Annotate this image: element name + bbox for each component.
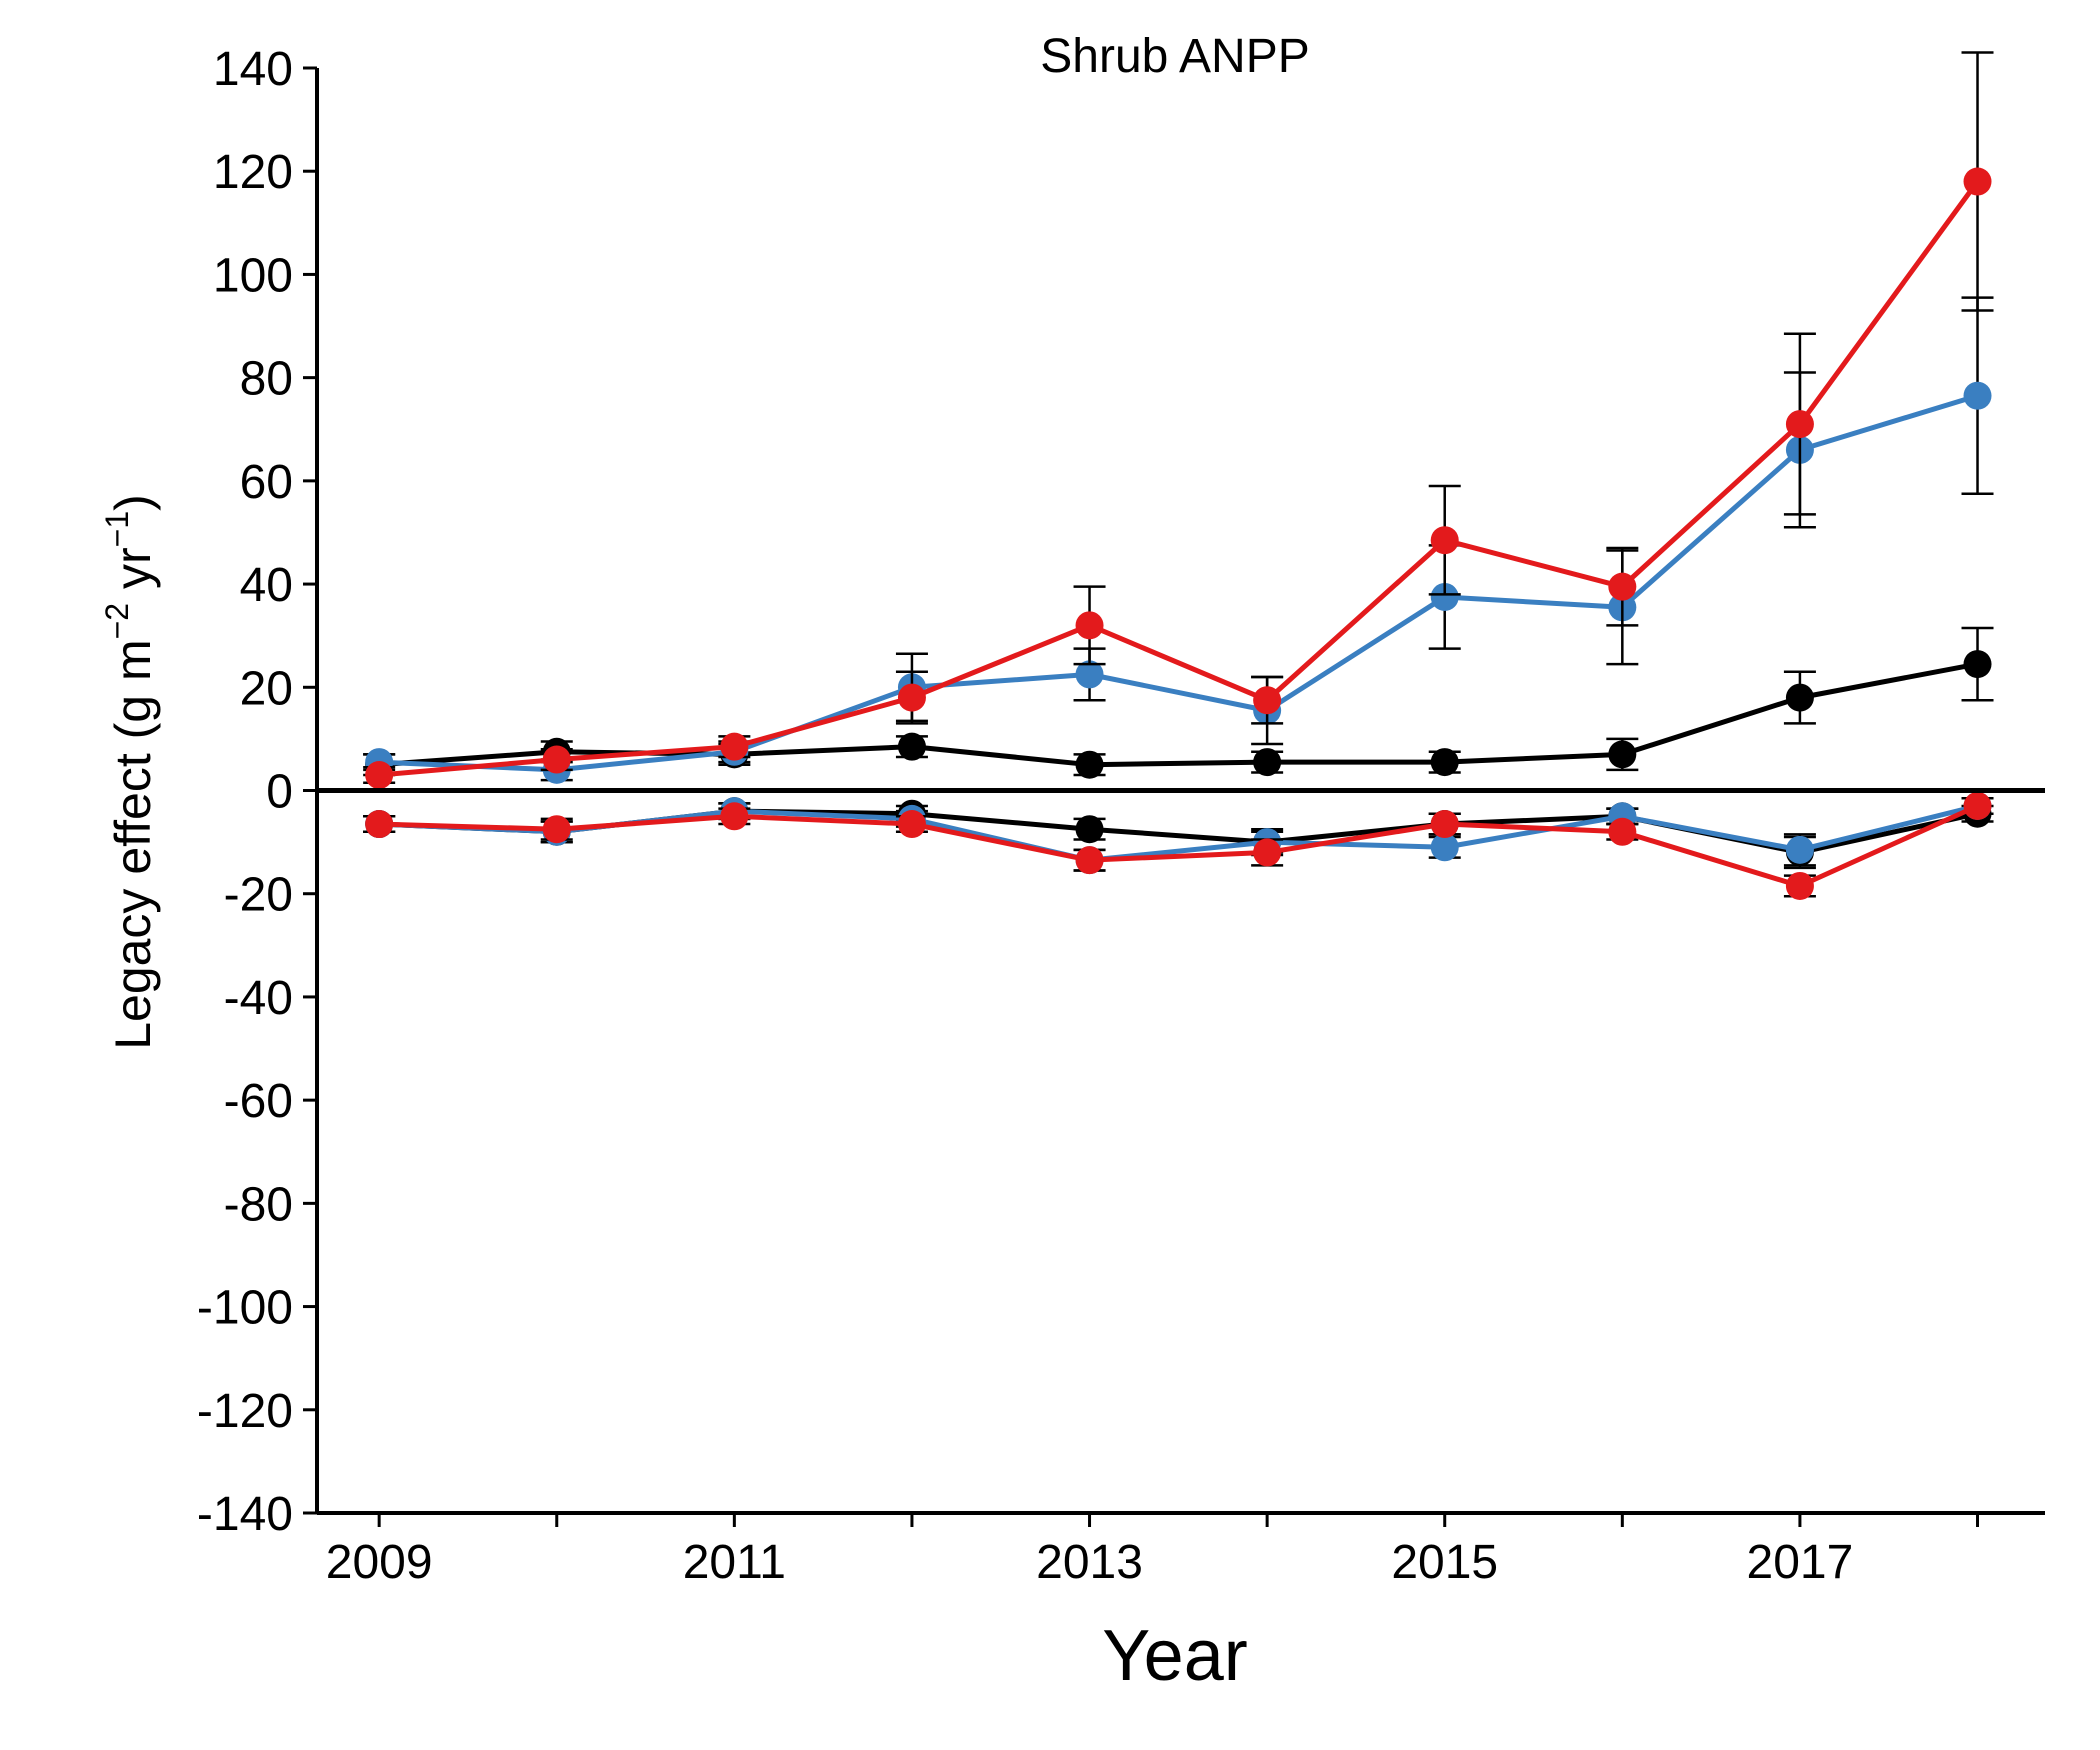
data-point — [897, 810, 926, 839]
y-tick-label: 60 — [240, 456, 293, 509]
data-point — [1075, 846, 1104, 875]
data-point — [365, 761, 394, 790]
x-tick-label: 2013 — [1036, 1536, 1143, 1589]
data-point — [1963, 381, 1992, 410]
y-tick-label: 20 — [240, 662, 293, 715]
series-1 — [363, 296, 1994, 784]
data-point — [1608, 740, 1637, 769]
x-tick-label: 2009 — [326, 1536, 433, 1589]
data-point — [1430, 810, 1459, 839]
y-tick-label: -80 — [224, 1178, 293, 1231]
y-tick-label: 0 — [266, 766, 293, 819]
data-point — [1253, 686, 1282, 715]
data-point — [897, 732, 926, 761]
data-point — [897, 683, 926, 712]
chart-title: Shrub ANPP — [1040, 30, 1309, 83]
data-point — [1430, 582, 1459, 611]
x-tick-label: 2017 — [1747, 1536, 1854, 1589]
series-2 — [363, 51, 1994, 790]
y-tick-label: -40 — [224, 972, 293, 1025]
x-tick-label: 2011 — [683, 1536, 786, 1589]
data-point — [720, 732, 749, 761]
series-4 — [363, 791, 1994, 875]
data-point — [1785, 835, 1814, 864]
y-tick-label: 100 — [213, 249, 293, 302]
y-tick-label: 80 — [240, 353, 293, 406]
y-axis-label-close: ) — [105, 494, 161, 511]
y-tick-label: 140 — [213, 43, 293, 96]
y-axis-label-sup-m: −2 — [99, 603, 135, 639]
data-point — [1963, 650, 1992, 679]
series-line — [378, 180, 1980, 778]
y-tick-label: 120 — [213, 146, 293, 199]
y-axis-label: Legacy effect (g m−2 yr−1) — [99, 494, 161, 1050]
y-axis-label-m: m — [105, 639, 161, 681]
data-point — [1430, 748, 1459, 777]
data-point — [1253, 838, 1282, 867]
data-point — [1785, 410, 1814, 439]
data-point — [542, 815, 571, 844]
data-point — [1963, 791, 1992, 820]
data-point — [542, 745, 571, 774]
y-tick-label: -140 — [197, 1488, 293, 1541]
data-point — [1253, 748, 1282, 777]
data-point — [1608, 817, 1637, 846]
y-axis-label-sup-yr: −1 — [99, 511, 135, 547]
y-axis-label-yr: yr — [105, 547, 161, 589]
series-line — [378, 661, 1978, 768]
y-axis-label-main: Legacy effect (g — [105, 695, 161, 1050]
series-line — [379, 803, 1979, 863]
data-point — [1075, 660, 1104, 689]
data-point — [1075, 611, 1104, 640]
x-axis-label: Year — [1102, 1616, 1247, 1696]
data-point — [720, 802, 749, 831]
series-5 — [363, 791, 1994, 900]
y-tick-label: -120 — [197, 1385, 293, 1438]
data-point — [1075, 750, 1104, 779]
series-layer — [363, 51, 1994, 900]
series-line — [379, 803, 1979, 889]
data-point — [365, 810, 394, 839]
y-tick-label: -60 — [224, 1075, 293, 1128]
axes-layer: 140 120 100 80 60 40 20 0 -20 -40 -60 -80 -100 -120 -1… — [197, 43, 2045, 1589]
data-point — [1785, 683, 1814, 712]
data-point — [1608, 572, 1637, 601]
data-point — [1430, 526, 1459, 555]
data-point — [1075, 815, 1104, 844]
y-tick-label: 40 — [240, 559, 293, 612]
y-tick-label: -100 — [197, 1282, 293, 1335]
data-point — [1963, 167, 1992, 196]
data-point — [1785, 871, 1814, 900]
series-line — [379, 808, 1979, 855]
data-point — [1430, 833, 1459, 862]
series-line — [379, 393, 1979, 773]
x-tick-label: 2015 — [1391, 1536, 1498, 1589]
y-tick-label: -20 — [224, 869, 293, 922]
